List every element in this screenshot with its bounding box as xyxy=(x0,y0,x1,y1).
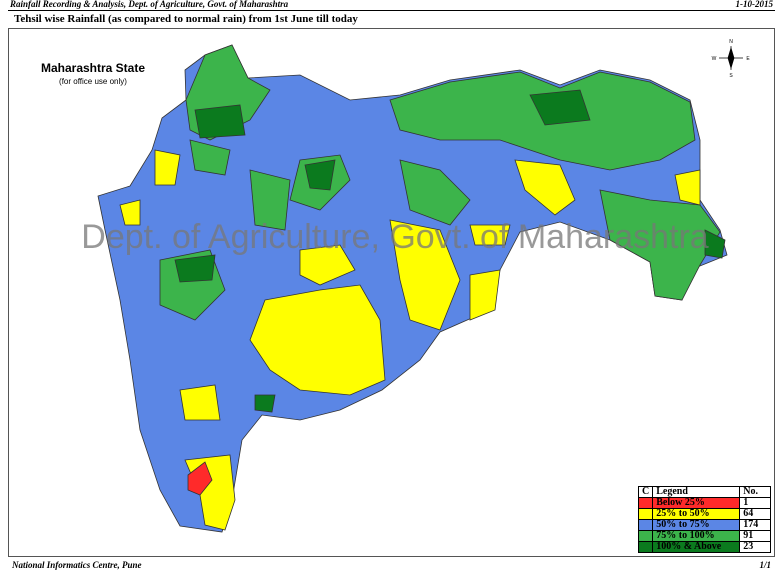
legend-count: 23 xyxy=(739,541,772,553)
legend-count: 64 xyxy=(739,508,772,520)
legend-row: 75% to 100% 91 xyxy=(637,530,772,542)
legend-header-cell: C xyxy=(637,486,654,498)
map-frame xyxy=(8,28,775,557)
legend-row: 25% to 50% 64 xyxy=(637,508,772,520)
legend-header: C Legend No. xyxy=(637,486,772,498)
footer-right: 1/1 xyxy=(759,560,771,570)
compass-w: W xyxy=(712,56,717,62)
legend-swatch xyxy=(637,519,654,531)
header-left: Rainfall Recording & Analysis, Dept. of … xyxy=(10,0,289,9)
legend-label: 100% & Above xyxy=(652,541,741,553)
red-region xyxy=(187,461,213,496)
legend-row: 100% & Above 23 xyxy=(637,541,772,553)
legend-header-cell: Legend xyxy=(652,486,741,498)
yellow-regions xyxy=(119,149,701,531)
compass-n: N xyxy=(729,39,733,45)
map-title: Maharashtra State xyxy=(41,61,145,75)
map-subtitle: (for office use only) xyxy=(59,77,127,86)
legend-label: 25% to 50% xyxy=(652,508,741,520)
dark-green-regions xyxy=(174,89,726,413)
compass-e: E xyxy=(746,56,750,62)
legend-count: 1 xyxy=(739,497,772,509)
legend-header-cell: No. xyxy=(739,486,772,498)
legend-label: 75% to 100% xyxy=(652,530,741,542)
legend-swatch xyxy=(637,541,654,553)
compass xyxy=(719,46,743,70)
legend-table: C Legend No. Below 25% 1 25% to 50% 64 50% t… xyxy=(637,486,772,553)
legend-row: Below 25% 1 xyxy=(637,497,772,509)
legend-swatch xyxy=(637,530,654,542)
legend-swatch xyxy=(637,508,654,520)
watermark: Dept. of Agriculture, Govt. of Maharasht… xyxy=(81,218,708,256)
legend-label: 50% to 75% xyxy=(652,519,741,531)
legend-count: 174 xyxy=(739,519,772,531)
page-title: Tehsil wise Rainfall (as compared to nor… xyxy=(14,13,358,25)
legend-label: Below 25% xyxy=(652,497,741,509)
header-right: 1-10-2015 xyxy=(735,0,774,9)
legend-count: 91 xyxy=(739,530,772,542)
legend-row: 50% to 75% 174 xyxy=(637,519,772,531)
legend-swatch xyxy=(637,497,654,509)
footer-left: National Informatics Centre, Pune xyxy=(12,560,142,570)
header-rule xyxy=(8,10,775,11)
compass-s: S xyxy=(729,73,733,79)
